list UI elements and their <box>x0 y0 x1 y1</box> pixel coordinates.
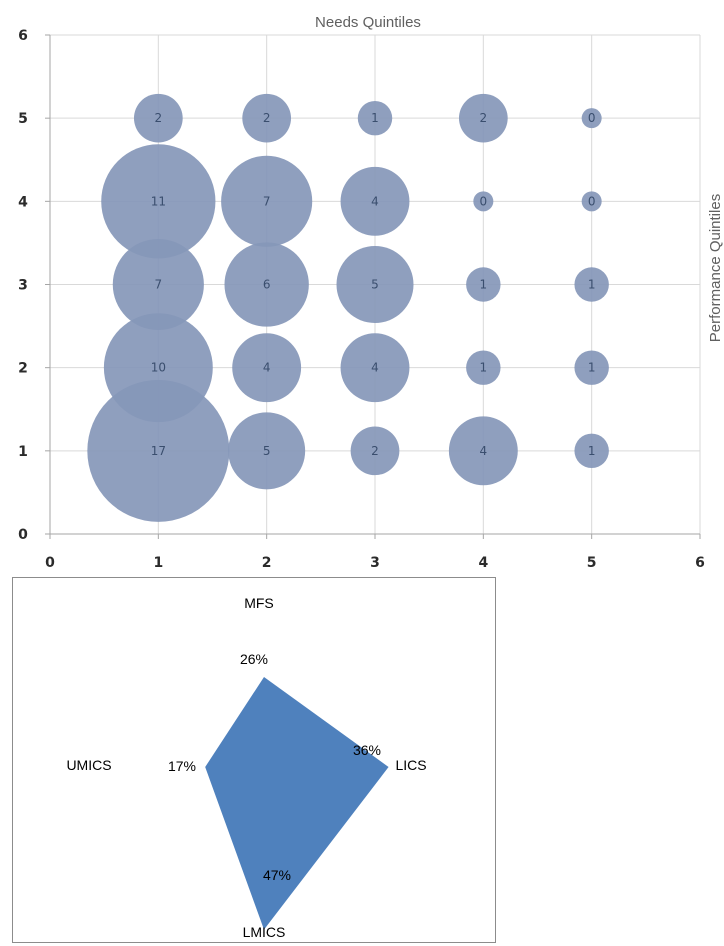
bubble-data-label: 4 <box>480 444 488 458</box>
bubble-data-label: 6 <box>263 278 271 292</box>
bubble-chart-title: Needs Quintiles <box>315 14 421 31</box>
y-tick-label: 0 <box>18 527 28 543</box>
bubble-marks: 2 2 1 2 011 7 4 0 07 6 5 1 110 4 4 1 117 5 2 4 1 <box>87 93 609 522</box>
bubble <box>133 93 183 143</box>
bubble <box>448 416 518 486</box>
bubble <box>103 313 213 423</box>
bubble-data-label: 1 <box>588 278 596 292</box>
x-tick-label: 2 <box>262 555 272 571</box>
bubble <box>466 350 501 385</box>
bubble-data-label: 4 <box>371 194 379 208</box>
bubble-data-label: 7 <box>155 278 163 292</box>
x-tick-label: 3 <box>370 555 380 571</box>
bubble <box>574 433 609 469</box>
bubble <box>336 245 414 324</box>
bubble-data-label: 5 <box>371 278 379 292</box>
bubble <box>221 155 313 247</box>
x-tick-label: 5 <box>587 555 597 571</box>
bubble <box>581 191 602 212</box>
bubble-data-label: 1 <box>588 361 596 375</box>
bubble-data-label: 11 <box>151 194 166 208</box>
x-tick-label: 4 <box>478 555 488 571</box>
bubble-data-label: 2 <box>480 111 488 125</box>
bubble <box>340 166 410 236</box>
x-tick-label: 6 <box>695 555 705 571</box>
bubble-data-label: 0 <box>588 194 596 208</box>
bubble-data-label: 1 <box>480 361 488 375</box>
radar-axis-label: LMICS <box>243 924 286 940</box>
bubble-data-label: 4 <box>371 361 379 375</box>
y-tick-label: 5 <box>18 111 28 127</box>
bubble-data-label: 2 <box>155 111 163 125</box>
bubble-data-label: 4 <box>263 361 271 375</box>
bubble <box>574 350 609 385</box>
radar-value-label: 26% <box>240 651 268 667</box>
bubble <box>466 267 501 302</box>
bubble <box>101 144 216 259</box>
y-tick-label: 6 <box>18 28 28 44</box>
bubble-axes <box>45 34 701 539</box>
bubble-data-label: 1 <box>480 278 488 292</box>
bubble <box>458 93 508 143</box>
bubble-y-axis-label: Performance Quintiles <box>707 194 724 342</box>
bubble <box>242 93 292 143</box>
y-tick-label: 4 <box>18 194 28 210</box>
bubble <box>224 242 309 327</box>
bubble <box>357 100 393 136</box>
y-tick-label: 1 <box>18 444 28 460</box>
bubble-tick-labels: 0 1 2 3 4 5 6 0 1 2 3 4 5 6 <box>18 28 705 571</box>
bubble-chart: 2 2 1 2 011 7 4 0 07 6 5 1 110 4 4 1 117 5 2 4 1 0 1 2 3 4 5 60123… <box>18 14 724 571</box>
bubble <box>232 333 302 403</box>
bubble-data-label: 1 <box>371 111 379 125</box>
bubble <box>340 333 410 403</box>
radar-value-label: 17% <box>168 758 196 774</box>
radar-axis-label: LICS <box>395 757 426 773</box>
radar-value-label: 47% <box>263 867 291 883</box>
y-tick-label: 3 <box>18 278 28 294</box>
bubble-data-label: 7 <box>263 194 271 208</box>
bubble <box>228 412 306 490</box>
bubble <box>574 267 609 302</box>
bubble <box>473 191 494 212</box>
radar-series-area <box>205 677 389 930</box>
bubble-data-label: 0 <box>480 194 488 208</box>
radar-value-label: 36% <box>353 742 381 758</box>
bubble-data-label: 17 <box>151 444 166 458</box>
bubble-data-label: 2 <box>371 444 379 458</box>
radar-axis-label: MFS <box>244 595 274 611</box>
bubble-data-label: 0 <box>588 111 596 125</box>
radar-labels: MFS 26% LICS 36% LMICS 47% UMICS 17% <box>66 595 426 940</box>
x-tick-label: 1 <box>153 555 163 571</box>
bubble <box>581 108 602 129</box>
bubble-data-label: 5 <box>263 444 271 458</box>
bubble-data-label: 1 <box>588 444 596 458</box>
bubble-data-label: 2 <box>263 111 271 125</box>
bubble-data-label: 10 <box>151 361 166 375</box>
y-tick-label: 2 <box>18 361 28 377</box>
bubble <box>87 379 230 522</box>
bubble <box>112 238 204 331</box>
bubble <box>350 426 400 476</box>
x-tick-label: 0 <box>45 555 55 571</box>
radar-chart-panel: MFS 26% LICS 36% LMICS 47% UMICS 17% <box>12 577 496 943</box>
radar-axis-label: UMICS <box>66 757 111 773</box>
radar-chart: MFS 26% LICS 36% LMICS 47% UMICS 17% <box>66 595 426 940</box>
